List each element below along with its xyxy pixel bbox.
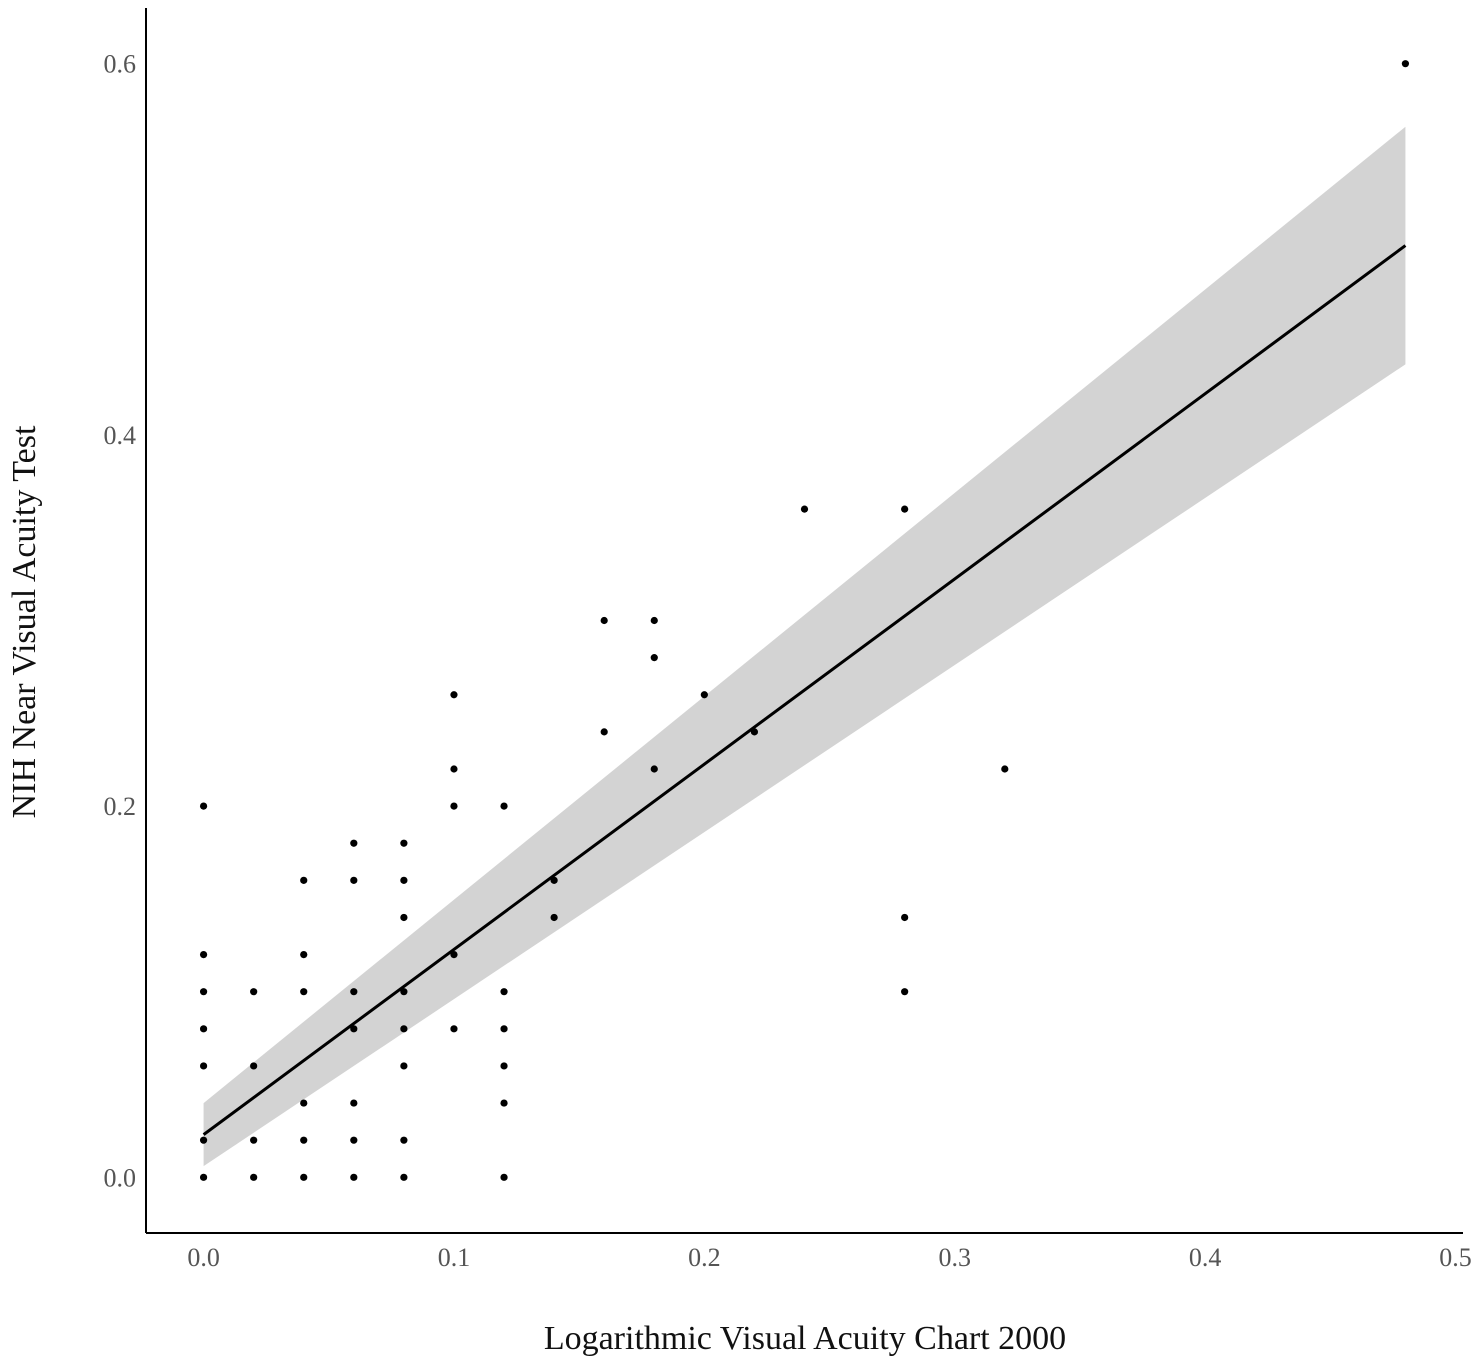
data-point	[350, 1173, 358, 1181]
data-point	[1401, 60, 1410, 68]
data-point	[450, 950, 458, 959]
data-point	[450, 1025, 458, 1033]
x-tick-labels: 0.0 0.1 0.2 0.3 0.4 0.5	[187, 1243, 1471, 1272]
data-point	[250, 1173, 258, 1181]
data-points-layer	[199, 60, 1410, 1181]
x-tick-label: 0.3	[938, 1243, 971, 1272]
data-point	[800, 505, 809, 513]
data-point	[350, 839, 358, 847]
x-tick-label: 0.5	[1439, 1243, 1472, 1272]
y-tick-label: 0.6	[104, 50, 137, 79]
data-point	[450, 802, 458, 810]
data-point	[199, 802, 208, 810]
fit-line-layer	[202, 244, 1407, 1136]
data-point	[300, 1099, 308, 1107]
data-point	[650, 616, 658, 625]
data-point	[350, 1136, 358, 1144]
data-point	[450, 765, 458, 773]
data-point	[750, 728, 759, 736]
data-point	[199, 1173, 208, 1181]
x-tick-label: 0.4	[1189, 1243, 1222, 1272]
data-point	[700, 691, 708, 699]
x-tick-label: 0.1	[438, 1243, 471, 1272]
x-tick-label: 0.0	[187, 1243, 220, 1272]
data-point	[500, 1099, 508, 1107]
y-tick-label: 0.2	[104, 792, 137, 821]
data-point	[400, 839, 408, 847]
data-point	[350, 988, 358, 996]
data-point	[350, 1099, 358, 1107]
y-tick-label: 0.4	[104, 421, 137, 450]
data-point	[600, 728, 608, 736]
data-point	[901, 505, 909, 513]
data-point	[199, 1062, 208, 1070]
data-point	[500, 802, 508, 810]
data-point	[500, 988, 508, 996]
data-point	[300, 950, 308, 959]
y-axis-title: NIH Near Visual Acuity Test	[6, 425, 43, 818]
data-point	[300, 1136, 308, 1144]
data-point	[300, 1173, 308, 1181]
x-axis-title: Logarithmic Visual Acuity Chart 2000	[544, 1320, 1066, 1357]
y-tick-labels: 0.0 0.2 0.4 0.6	[104, 50, 137, 1193]
regression-line	[202, 244, 1407, 1136]
data-point	[400, 876, 408, 884]
data-point	[550, 913, 558, 922]
data-point	[901, 988, 909, 996]
data-point	[199, 1136, 208, 1144]
data-point	[250, 1136, 258, 1144]
data-point	[550, 876, 558, 884]
axes-layer	[145, 8, 1463, 1234]
data-point	[300, 876, 308, 884]
data-point	[199, 988, 208, 996]
confidence-band	[203, 126, 1406, 1167]
data-point	[500, 1025, 508, 1033]
x-tick-label: 0.2	[688, 1243, 721, 1272]
data-point	[250, 1062, 258, 1070]
data-point	[450, 691, 458, 699]
data-point	[400, 1173, 408, 1181]
data-point	[250, 988, 258, 996]
data-point	[500, 1173, 508, 1181]
data-point	[400, 913, 408, 922]
data-point	[350, 1025, 358, 1033]
data-point	[199, 950, 208, 959]
data-point	[400, 988, 408, 996]
data-point	[199, 1025, 208, 1033]
data-point	[400, 1136, 408, 1144]
data-point	[650, 654, 658, 662]
data-point	[350, 876, 358, 884]
data-point	[1001, 765, 1009, 773]
data-point	[300, 988, 308, 996]
y-tick-label: 0.0	[104, 1163, 137, 1192]
data-point	[400, 1062, 408, 1070]
data-point	[400, 1025, 408, 1033]
data-point	[600, 616, 608, 625]
data-point	[500, 1062, 508, 1070]
data-point	[901, 913, 909, 922]
confidence-band-layer	[203, 126, 1406, 1167]
data-point	[650, 765, 658, 773]
